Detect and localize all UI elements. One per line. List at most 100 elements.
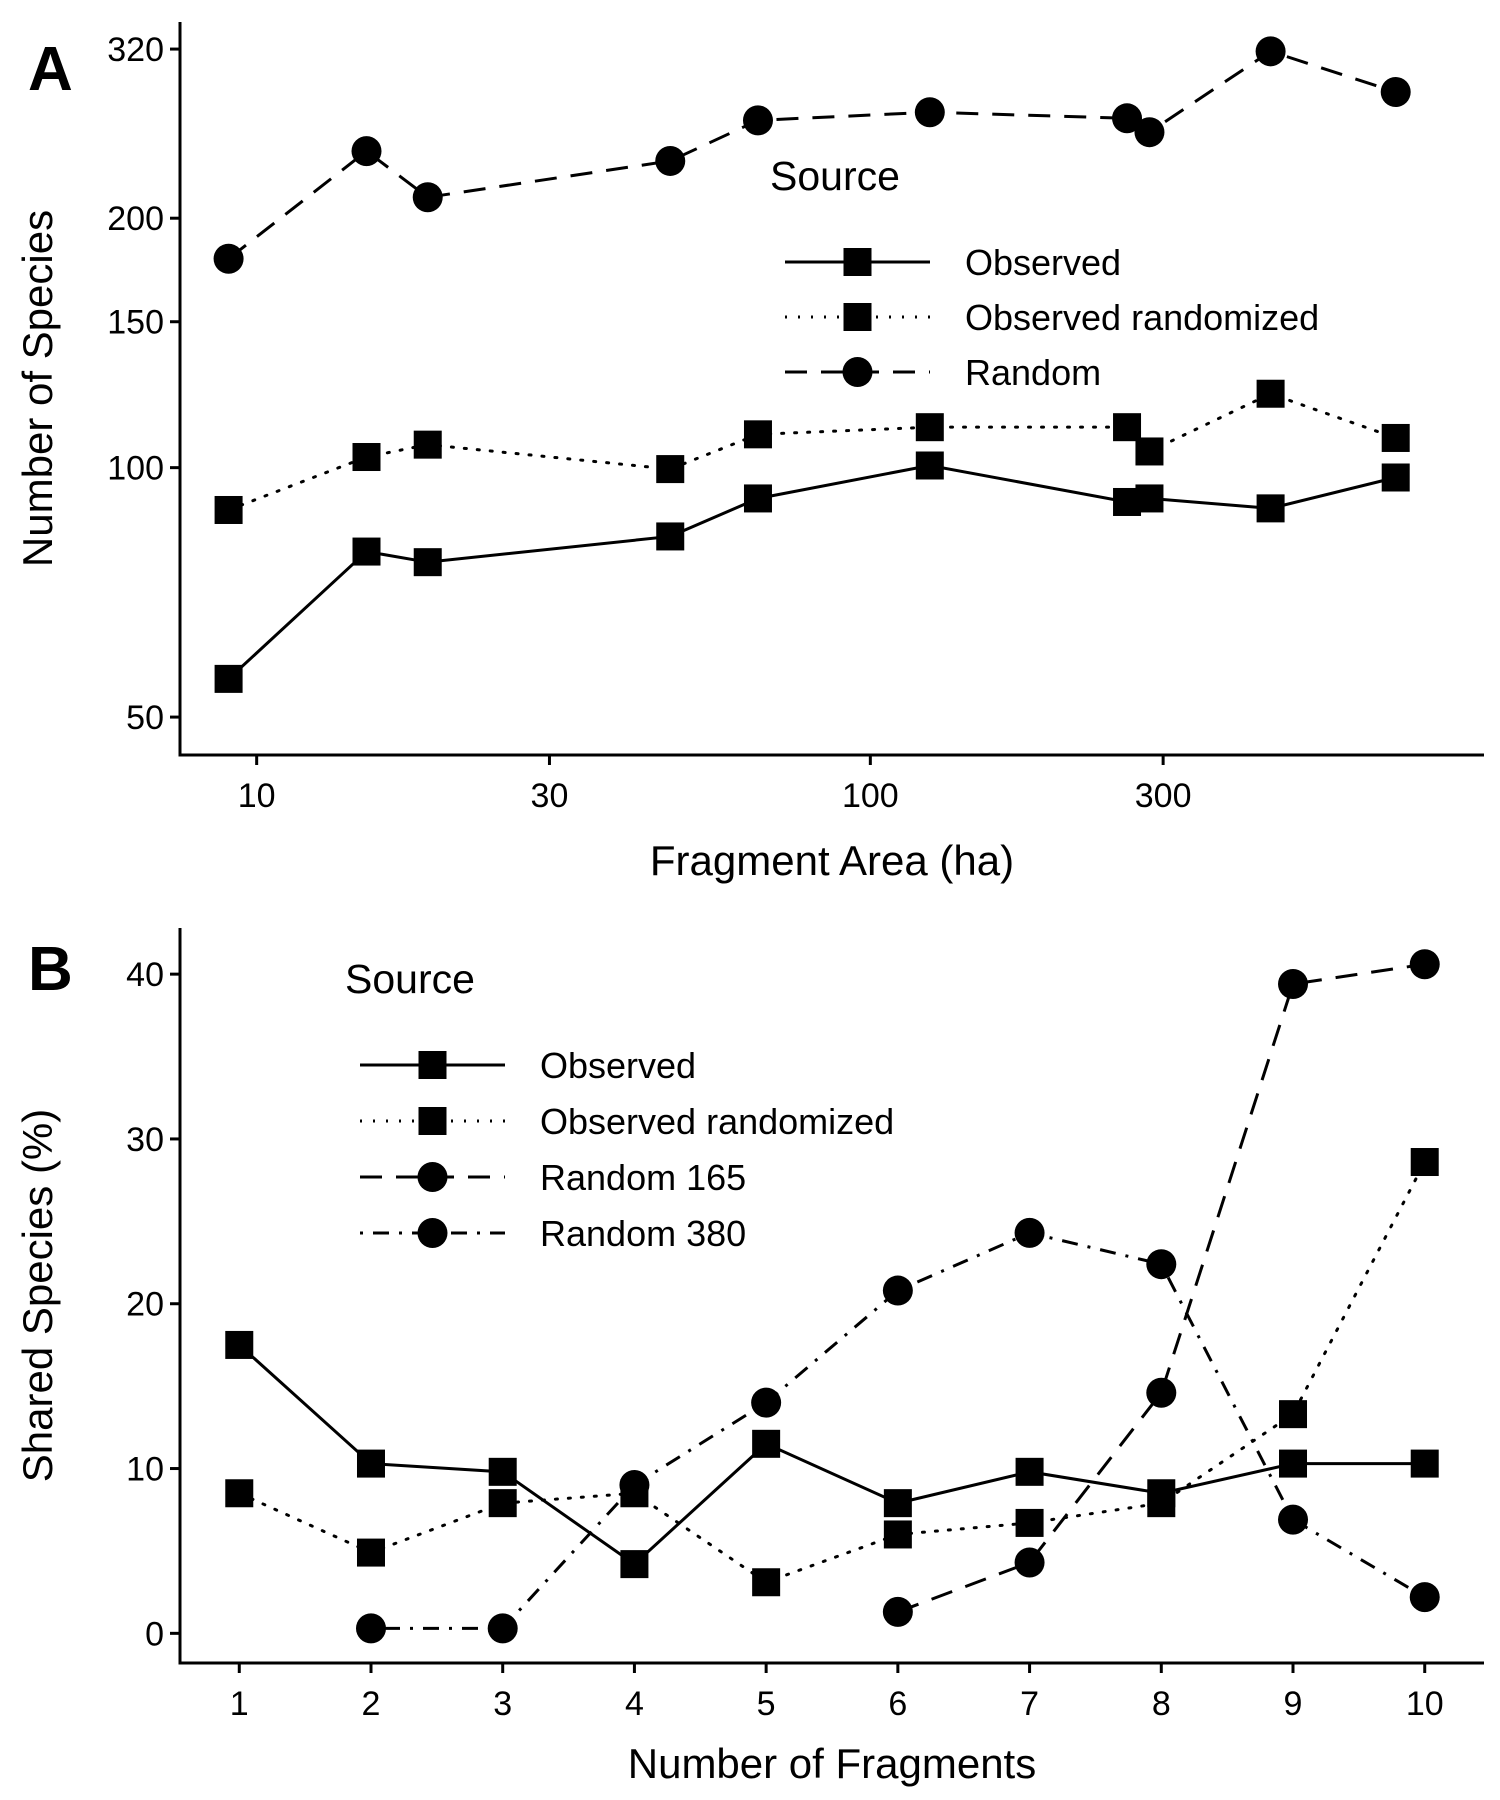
- data-point-square: [656, 455, 685, 484]
- data-point-circle: [1146, 1377, 1177, 1408]
- data-point-circle: [355, 1613, 386, 1644]
- panel-label: B: [28, 935, 73, 1004]
- data-point-square: [225, 1330, 254, 1359]
- x-tick-label: 100: [842, 777, 899, 815]
- legend-label: Observed: [965, 242, 1121, 283]
- data-point-circle: [351, 136, 382, 167]
- data-point-circle: [1380, 77, 1411, 108]
- data-point-circle: [1134, 117, 1165, 148]
- data-point-square: [413, 430, 442, 459]
- data-point-square: [915, 413, 944, 442]
- x-tick-label: 6: [888, 1685, 907, 1723]
- y-axis-title: Number of Species: [14, 210, 61, 567]
- data-point-square: [413, 548, 442, 577]
- data-point-circle: [412, 182, 443, 213]
- y-tick-label: 100: [107, 450, 164, 488]
- series-line-random-165: [897, 962, 1425, 1614]
- data-point-circle: [882, 1596, 913, 1627]
- legend-key-square: [843, 248, 872, 276]
- data-point-square: [1410, 1148, 1439, 1177]
- legend-label: Observed: [540, 1045, 696, 1086]
- data-point-square: [1381, 423, 1410, 452]
- x-tick-label: 10: [1406, 1685, 1444, 1723]
- data-point-square: [1256, 379, 1285, 408]
- y-tick-label: 20: [126, 1286, 164, 1324]
- legend-label: Observed randomized: [540, 1101, 894, 1142]
- data-point-square: [883, 1489, 912, 1518]
- legend: Source Observed Observed randomized Random: [770, 153, 1319, 393]
- legend-key-square: [418, 1107, 447, 1135]
- data-point-circle: [1014, 1217, 1045, 1248]
- data-point-square: [214, 495, 243, 524]
- data-point-square: [356, 1449, 385, 1478]
- y-axis-title: Shared Species (%): [14, 1109, 61, 1483]
- data-point-square: [225, 1479, 254, 1508]
- data-point-circle: [751, 1387, 782, 1418]
- legend-title: Source: [345, 956, 475, 1002]
- panel-a: 50 100 150 200 320 10 30 100 300 Fragment Area (h…: [14, 22, 1484, 884]
- data-point-circle: [1278, 1504, 1309, 1535]
- x-axis-title: Fragment Area (ha): [650, 837, 1014, 884]
- panel-b: 0 10 20 30 40 1 2 3 4 5 6 7 8 9 10 Number of Fragments S…: [14, 928, 1484, 1787]
- data-point-circle: [487, 1613, 518, 1644]
- data-point-square: [352, 443, 381, 472]
- data-point-square: [1135, 484, 1164, 513]
- data-point-square: [1410, 1449, 1439, 1478]
- data-point-square: [915, 451, 944, 480]
- y-tick-label: 150: [107, 304, 164, 342]
- data-point-circle: [742, 105, 773, 136]
- data-point-circle: [213, 243, 244, 274]
- data-point-square: [1015, 1508, 1044, 1537]
- data-point-circle: [1409, 1582, 1440, 1613]
- data-point-circle: [1409, 949, 1440, 980]
- x-tick-label: 5: [757, 1685, 776, 1723]
- legend-label: Observed randomized: [965, 297, 1319, 338]
- x-tick-label: 300: [1135, 777, 1192, 815]
- data-point-circle: [619, 1470, 650, 1501]
- data-point-square: [356, 1538, 385, 1567]
- data-point-square: [656, 522, 685, 551]
- legend-label: Random 165: [540, 1157, 746, 1198]
- data-point-square: [752, 1568, 781, 1597]
- legend: Source Observed Observed randomized Random …: [345, 956, 894, 1254]
- x-tick-label: 1: [230, 1685, 249, 1723]
- data-point-square: [620, 1550, 649, 1579]
- data-point-circle: [1146, 1249, 1177, 1280]
- series-line-random: [227, 49, 1397, 260]
- x-tick-label: 9: [1284, 1685, 1303, 1723]
- data-point-circle: [914, 97, 945, 128]
- data-point-square: [1279, 1449, 1308, 1478]
- y-tick-label: 50: [126, 699, 164, 737]
- legend-title: Source: [770, 153, 900, 199]
- data-point-square: [1381, 463, 1410, 492]
- x-tick-label: 30: [531, 777, 569, 815]
- data-point-square: [488, 1489, 517, 1518]
- data-point-circle: [882, 1275, 913, 1306]
- data-point-square: [752, 1429, 781, 1458]
- data-point-square: [1147, 1489, 1176, 1518]
- legend-key-circle: [842, 357, 873, 387]
- data-point-square: [1135, 437, 1164, 466]
- y-tick-label: 320: [107, 31, 164, 69]
- data-point-square: [1015, 1457, 1044, 1486]
- series-line-observed: [227, 463, 1397, 680]
- x-tick-label: 2: [362, 1685, 381, 1723]
- y-tick-label: 0: [145, 1615, 164, 1653]
- series-line-observed-randomized: [227, 392, 1398, 512]
- legend-key-circle: [417, 1162, 448, 1192]
- series-line-observed: [238, 1343, 1425, 1567]
- data-point-square: [1256, 494, 1285, 523]
- legend-key-square: [418, 1051, 447, 1079]
- x-tick-label: 8: [1152, 1685, 1171, 1723]
- legend-key-square: [843, 303, 872, 331]
- y-tick-label: 30: [126, 1121, 164, 1159]
- legend-key-circle: [417, 1218, 448, 1248]
- x-tick-label: 3: [493, 1685, 512, 1723]
- data-point-square: [743, 484, 772, 513]
- data-point-circle: [1014, 1547, 1045, 1578]
- x-tick-label: 7: [1020, 1685, 1039, 1723]
- data-point-square: [1279, 1400, 1308, 1429]
- data-point-circle: [1255, 36, 1286, 67]
- y-tick-label: 40: [126, 956, 164, 994]
